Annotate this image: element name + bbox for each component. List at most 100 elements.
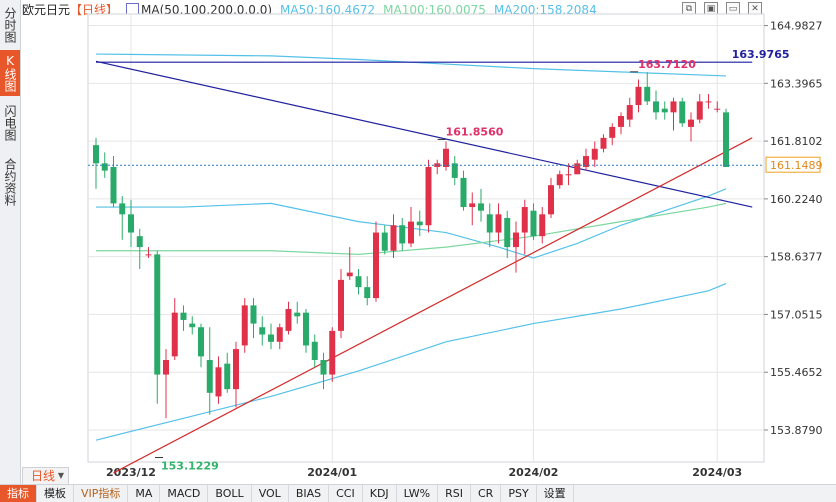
candle-body (224, 363, 231, 390)
toolbar-item-[interactable]: 指标 (0, 485, 37, 502)
chevron-down-icon: ▼ (57, 471, 64, 480)
candle-body (276, 327, 283, 342)
window-buttons: ⧉ ▣ ▭ ✕ (682, 2, 762, 16)
candle-body (101, 163, 108, 171)
candle-body (206, 360, 213, 393)
candle-body (469, 203, 476, 208)
candle-body (478, 203, 484, 211)
y-tick-label: 158.6377 (770, 251, 823, 264)
toolbar-item-cr[interactable]: CR (471, 485, 502, 502)
candle-body (714, 108, 721, 110)
current-price-label: 161.1489 (770, 159, 823, 172)
candle-body (556, 174, 563, 186)
candle-body (355, 276, 362, 288)
toolbar-item-vol[interactable]: VOL (252, 485, 289, 502)
tab-lightning[interactable]: 闪电图 (3, 105, 17, 141)
indicator-toolbar: 指标 模板 VIP指标 MA MACD BOLL VOL BIAS CCI KDJ LW% RSI CR… (0, 484, 836, 502)
candle-body (189, 323, 196, 328)
close-icon[interactable]: ✕ (748, 2, 762, 16)
candle-body (268, 334, 274, 342)
y-tick-label: 153.8790 (770, 424, 823, 437)
candle-body (110, 166, 117, 204)
candle-body (294, 312, 301, 317)
price-annotation: 161.8560 (446, 125, 504, 138)
toolbar-item-bias[interactable]: BIAS (289, 485, 330, 502)
candle-body (364, 287, 371, 299)
candle-body (285, 309, 292, 331)
candle-body (425, 166, 432, 226)
candle-body (679, 101, 686, 124)
candle-body (696, 101, 703, 120)
candle-body (688, 119, 694, 127)
tab-contract-info[interactable]: 合约资料 (3, 158, 17, 206)
y-tick-label: 157.0515 (770, 308, 823, 321)
toolbar-item-vip[interactable]: VIP指标 (74, 485, 129, 502)
candle-body (250, 305, 257, 324)
period-selector-label: 日线 (31, 469, 56, 483)
period-selector[interactable]: 日线 ▼ (22, 467, 69, 485)
toolbar-item-macd[interactable]: MACD (160, 485, 209, 502)
candle-body (338, 279, 344, 331)
candle-body (180, 312, 187, 320)
x-tick-label: 2023/12 (106, 466, 156, 479)
toolbar-item-[interactable]: 设置 (537, 485, 574, 502)
tab-kline[interactable]: K线图 (0, 50, 20, 96)
candle-body (320, 360, 327, 375)
symbol-name: 欧元日元 (22, 3, 71, 17)
candle-body (303, 312, 309, 346)
tab-timeshare[interactable]: 分时图 (3, 7, 17, 43)
toolbar-item-ma[interactable]: MA (128, 485, 161, 502)
y-tick-label: 160.2240 (770, 193, 823, 206)
candle-body (539, 214, 546, 237)
candle-body (583, 156, 589, 167)
toolbar-item-kdj[interactable]: KDJ (363, 485, 397, 502)
candle-body (486, 214, 493, 233)
candle-body (451, 163, 458, 178)
toolbar-item-cci[interactable]: CCI (329, 485, 363, 502)
candle-body (259, 327, 266, 335)
toolbar-item-[interactable]: 模板 (37, 485, 74, 502)
candle-body (136, 236, 143, 248)
price-annotation: 163.9765 (732, 48, 790, 61)
candle-body (530, 210, 537, 237)
toolbar-item-psy[interactable]: PSY (501, 485, 537, 502)
candle-body (644, 86, 651, 102)
candle-body (513, 232, 519, 248)
x-tick-label: 2024/02 (509, 466, 559, 479)
candle-body (443, 148, 449, 167)
candle-body (128, 214, 134, 233)
toolbar-item-lw[interactable]: LW% (397, 485, 439, 502)
candle-body (154, 254, 161, 375)
candle-body (390, 225, 397, 251)
candle-body (548, 185, 554, 215)
toolbar-item-rsi[interactable]: RSI (438, 485, 471, 502)
candle-body (198, 327, 204, 357)
candle-body (311, 341, 318, 361)
candle-body (329, 330, 336, 375)
price-annotation: 153.1229 (161, 460, 219, 473)
candle-body (600, 137, 607, 149)
candle-body (626, 105, 633, 120)
candle-body (233, 349, 239, 390)
y-tick-label: 155.4652 (770, 366, 823, 379)
candle-body (635, 86, 642, 106)
candle-body (373, 232, 379, 299)
upper-band-line (95, 53, 727, 77)
candle-body (416, 221, 423, 226)
candle-body (661, 108, 668, 113)
candlestick-chart[interactable]: 164.9827 163.3965 161.8102 160.2240 158.6377… (0, 0, 836, 484)
candle-body (215, 367, 222, 397)
candle-body (591, 148, 598, 160)
toolbar-item-boll[interactable]: BOLL (208, 485, 252, 502)
x-tick-label: 2024/03 (692, 466, 742, 479)
downtrend-trendline (95, 60, 753, 208)
candle-body (408, 221, 414, 244)
ma200-line (95, 282, 727, 441)
candle-body (670, 101, 677, 113)
candle-body (723, 112, 729, 167)
candle-body (504, 217, 511, 248)
candle-body (381, 232, 388, 251)
current-price-box (765, 156, 821, 173)
uptrend-trendline (113, 137, 753, 474)
candle-body (574, 163, 581, 175)
